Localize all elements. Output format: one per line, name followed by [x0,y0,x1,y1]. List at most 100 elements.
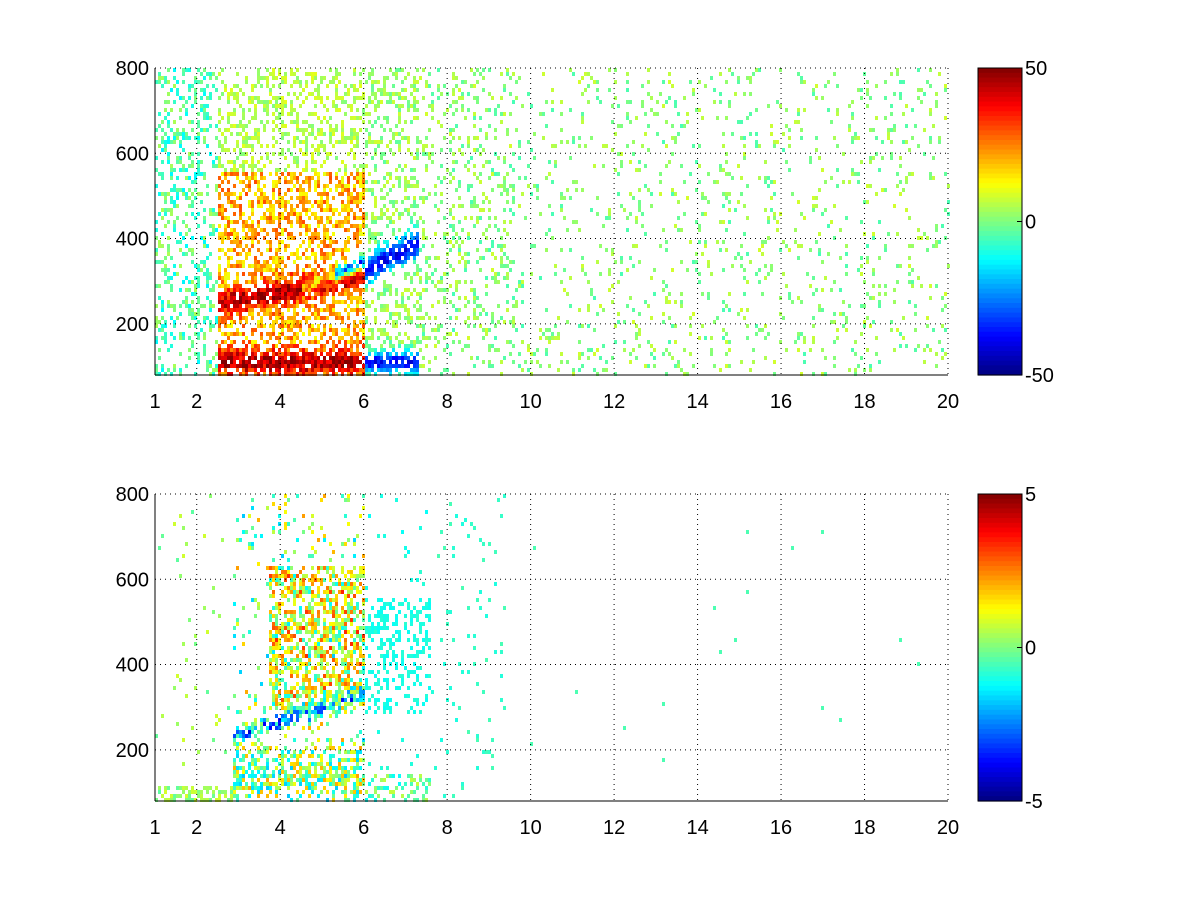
heatmap-cell [269,296,272,300]
heatmap-cell [236,710,239,714]
heatmap-cell [380,232,383,236]
heatmap-cell [317,272,320,276]
heatmap-cell [635,116,638,120]
heatmap-cell [284,72,287,76]
heatmap-cell [230,172,233,176]
heatmap-cell [317,84,320,88]
heatmap-cell [476,136,479,140]
heatmap-cell [824,180,827,184]
heatmap-cell [407,312,410,316]
heatmap-cell [887,132,890,136]
heatmap-cell [512,316,515,320]
heatmap-cell [359,328,362,332]
heatmap-cell [491,312,494,316]
heatmap-cell [329,140,332,144]
heatmap-cell [389,352,392,356]
heatmap-cell [155,798,158,802]
heatmap-cell [242,606,245,610]
heatmap-cell [380,252,383,256]
heatmap-cell [935,104,938,108]
heatmap-cell [767,220,770,224]
heatmap-cell [305,320,308,324]
heatmap-cell [320,292,323,296]
heatmap-cell [242,144,245,148]
heatmap-cell [221,300,224,304]
heatmap-cell [902,316,905,320]
heatmap-cell [347,236,350,240]
heatmap-cell [314,296,317,300]
heatmap-cell [461,240,464,244]
heatmap-cell [263,124,266,128]
heatmap-cell [629,192,632,196]
heatmap-cell [395,356,398,360]
heatmap-cell [347,152,350,156]
heatmap-cell [197,284,200,288]
heatmap-cell [296,364,299,368]
heatmap-cell [380,256,383,260]
heatmap-cell [314,356,317,360]
heatmap-cell [446,108,449,112]
heatmap-cell [797,72,800,76]
heatmap-cell [467,136,470,140]
heatmap-cell [449,240,452,244]
heatmap-cell [167,160,170,164]
heatmap-cell [335,76,338,80]
heatmap-cell [392,152,395,156]
heatmap-cell [941,296,944,300]
heatmap-cell [281,212,284,216]
heatmap-cell [302,364,305,368]
heatmap-cell [602,344,605,348]
heatmap-cell [371,288,374,292]
heatmap-cell [215,188,218,192]
heatmap-cell [335,284,338,288]
heatmap-cell [293,352,296,356]
heatmap-cell [422,356,425,360]
heatmap-cell [272,670,275,674]
heatmap-cell [344,276,347,280]
colorbar-swatch [978,178,1022,184]
heatmap-cell [299,224,302,228]
heatmap-cell [248,750,251,754]
heatmap-cell [299,92,302,96]
heatmap-cell [671,124,674,128]
heatmap-cell [290,224,293,228]
heatmap-cell [305,372,308,376]
heatmap-cell [656,112,659,116]
heatmap-cell [665,240,668,244]
heatmap-cell [350,308,353,312]
heatmap-cell [680,164,683,168]
heatmap-cell [248,272,251,276]
heatmap-cell [224,790,227,794]
heatmap-cell [266,746,269,750]
heatmap-cell [485,292,488,296]
heatmap-cell [395,288,398,292]
heatmap-cell [179,140,182,144]
heatmap-cell [353,216,356,220]
heatmap-cell [287,220,290,224]
heatmap-cell [395,300,398,304]
heatmap-cell [767,176,770,180]
heatmap-cell [395,336,398,340]
heatmap-cell [359,176,362,180]
heatmap-cell [452,76,455,80]
heatmap-cell [206,96,209,100]
heatmap-cell [590,76,593,80]
heatmap-cell [272,694,275,698]
heatmap-cell [272,136,275,140]
heatmap-cell [305,168,308,172]
heatmap-cell [263,236,266,240]
heatmap-cell [389,172,392,176]
heatmap-cell [380,328,383,332]
heatmap-cell [866,256,869,260]
heatmap-cell [401,168,404,172]
heatmap-cell [842,152,845,156]
heatmap-cell [158,240,161,244]
heatmap-cell [404,288,407,292]
heatmap-cell [386,76,389,80]
heatmap-cell [665,372,668,376]
heatmap-cell [206,364,209,368]
heatmap-cell [188,618,191,622]
heatmap-cell [509,320,512,324]
heatmap-cell [263,356,266,360]
heatmap-cell [239,348,242,352]
